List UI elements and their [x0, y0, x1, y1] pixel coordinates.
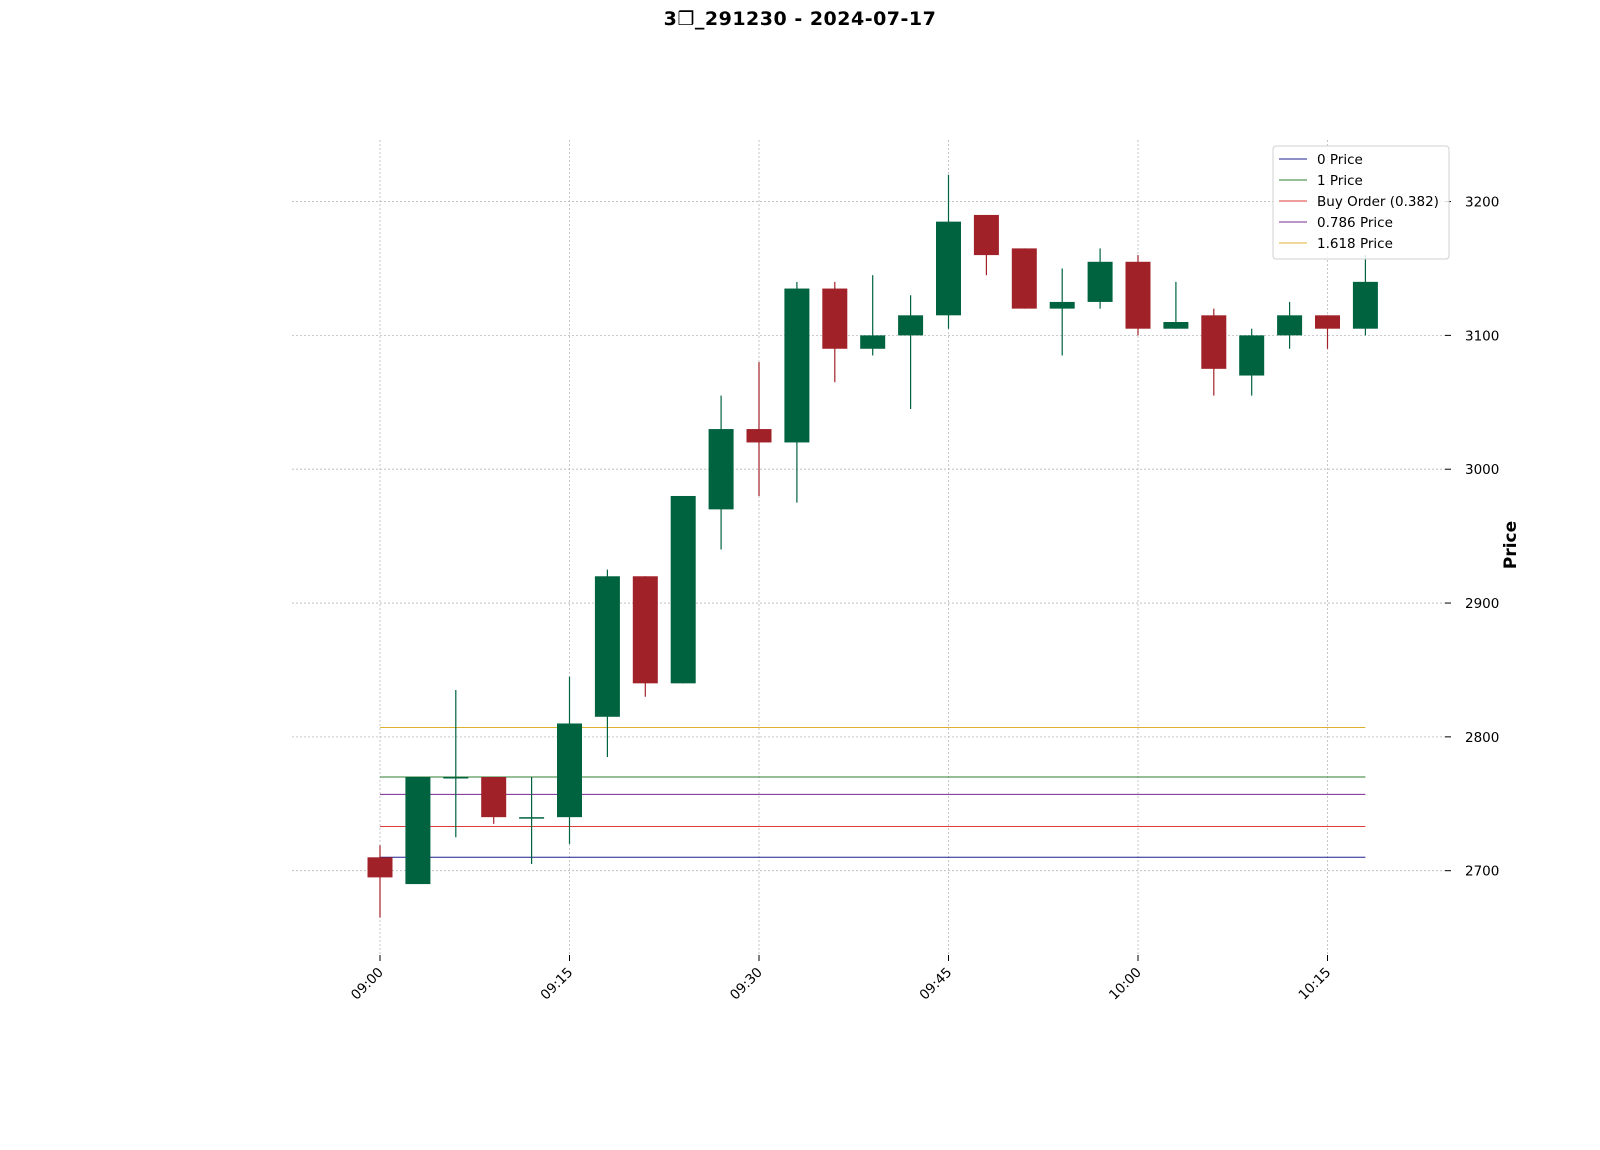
candle-body: [594, 576, 620, 717]
candle-body: [1277, 315, 1303, 336]
candle: [1315, 315, 1340, 349]
candle-body: [898, 315, 924, 336]
x-tick-label: 09:45: [917, 965, 956, 1004]
candle-body: [860, 335, 886, 349]
candle-body: [557, 723, 582, 818]
candle-body: [1087, 261, 1113, 302]
x-tick-label: 09:00: [348, 965, 387, 1004]
candle: [1201, 308, 1227, 396]
y-tick-label: 3000: [1465, 462, 1499, 478]
candle-body: [481, 777, 507, 818]
legend-label: 0 Price: [1317, 152, 1363, 168]
candle: [784, 281, 810, 503]
candle-body: [784, 288, 810, 443]
y-tick-label: 3100: [1465, 328, 1499, 344]
candle-body: [973, 214, 999, 256]
candle-body: [443, 777, 469, 779]
candle-body: [632, 576, 658, 684]
grid: [292, 140, 1445, 955]
candle: [936, 174, 961, 329]
candle: [481, 777, 507, 824]
y-tick-label: 2800: [1465, 730, 1499, 746]
legend: 0 Price 1 Price Buy Order (0.382) 0.786 Pri…: [1272, 145, 1450, 260]
candle-body: [1163, 322, 1189, 329]
candle: [367, 845, 393, 918]
candle: [443, 690, 469, 838]
candle-body: [670, 495, 696, 684]
x-tick-label: 10:00: [1106, 965, 1145, 1004]
legend-label: 0.786 Price: [1317, 215, 1393, 231]
candle-body: [1352, 281, 1378, 329]
y-tick-label: 3200: [1465, 195, 1499, 211]
candle: [822, 281, 848, 383]
candle-body: [746, 429, 772, 443]
candle: [1277, 301, 1303, 349]
candle: [860, 275, 886, 356]
candle: [632, 576, 658, 697]
candle-body: [708, 429, 734, 510]
x-tick-label: 09:15: [538, 965, 577, 1004]
candle-body: [1315, 315, 1340, 329]
y-axis: 2700 2800 2900 3000 3100 3200: [1445, 195, 1499, 880]
candle-body: [1011, 248, 1037, 309]
legend-box: [1272, 145, 1450, 260]
x-axis: 09:00 09:15 09:30 09:45 10:00 10:15: [348, 955, 1334, 1003]
candle: [898, 295, 924, 409]
candle-body: [822, 288, 848, 349]
candle: [405, 777, 431, 885]
candle-body: [367, 857, 393, 878]
candle: [973, 214, 999, 276]
y-tick-label: 2700: [1465, 864, 1499, 880]
chart-title: 3❒_291230 - 2024-07-17: [663, 8, 937, 30]
x-tick-label: 09:30: [727, 965, 766, 1004]
legend-label: Buy Order (0.382): [1317, 194, 1439, 210]
candle: [1352, 255, 1378, 336]
candle: [708, 395, 734, 550]
candles: [367, 174, 1378, 918]
candle: [746, 362, 772, 496]
y-tick-label: 2900: [1465, 596, 1499, 612]
legend-label: 1 Price: [1317, 173, 1363, 189]
candle-body: [1201, 315, 1227, 369]
candle: [670, 495, 696, 684]
candle: [594, 569, 620, 757]
candle: [1087, 248, 1113, 309]
y-axis-label: Price: [1501, 521, 1521, 569]
candle: [557, 676, 582, 844]
candle: [1011, 248, 1037, 309]
level-lines: [380, 726, 1366, 858]
candle: [519, 777, 545, 864]
candle: [1125, 255, 1151, 336]
candle-body: [519, 817, 545, 819]
candle: [1163, 281, 1189, 329]
x-tick-label: 10:15: [1296, 965, 1335, 1004]
candle: [1049, 268, 1075, 356]
legend-label: 1.618 Price: [1317, 236, 1393, 252]
candle-body: [405, 777, 431, 885]
candle-body: [1239, 335, 1265, 376]
candle-body: [1125, 261, 1151, 329]
candle-body: [936, 221, 961, 316]
candle-body: [1049, 301, 1075, 309]
candle: [1239, 328, 1265, 396]
